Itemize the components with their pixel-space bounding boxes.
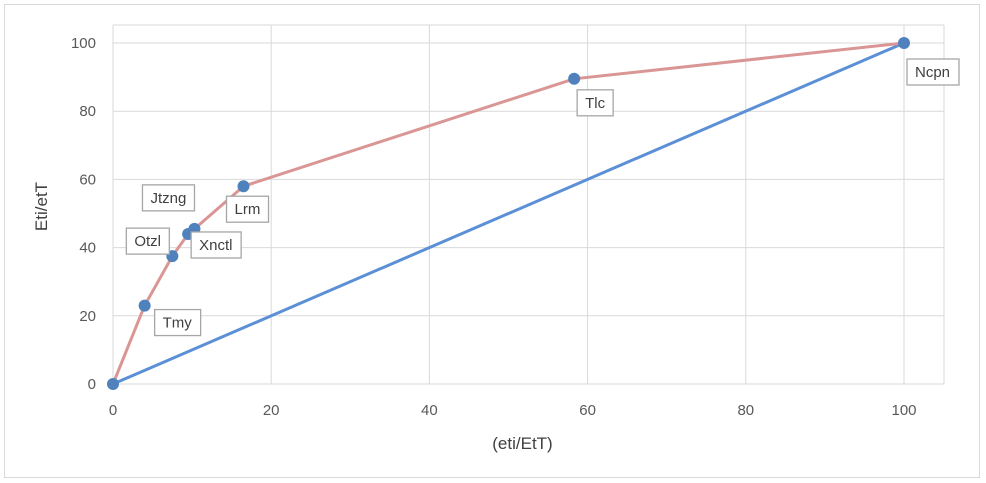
x-tick-label: 80 — [737, 402, 754, 419]
data-label-box — [225, 195, 270, 223]
data-label: Xnctl — [190, 231, 242, 259]
y-tick-label: 80 — [79, 103, 96, 120]
y-tick-label: 100 — [71, 35, 96, 52]
marker-layer — [107, 37, 910, 390]
x-tick-label: 60 — [579, 402, 596, 419]
y-tick-label: 40 — [79, 240, 96, 257]
y-tick-label: 20 — [79, 308, 96, 325]
data-point-marker — [568, 72, 581, 85]
tick-labels: 0 20 40 60 80 100 0 20 40 60 80 100 — [71, 35, 917, 419]
data-label: Otzl — [125, 227, 170, 255]
data-point-marker — [898, 37, 910, 49]
data-point-marker — [138, 299, 151, 312]
x-tick-label: 40 — [421, 402, 438, 419]
data-label: Jtzng — [141, 184, 196, 212]
x-tick-label: 20 — [263, 402, 280, 419]
data-label: Lrm — [225, 195, 270, 223]
point-labels: Tmy Otzl Xnctl Jtzng Lrm Tlc Ncpn — [125, 58, 960, 337]
data-label-text: Tlc — [585, 95, 605, 112]
data-label-text: Otzl — [134, 233, 161, 250]
data-label-box — [906, 58, 960, 86]
x-tick-label: 0 — [109, 402, 117, 419]
data-label-box — [141, 184, 196, 212]
data-label-box — [576, 89, 614, 117]
data-label-box — [190, 231, 242, 259]
x-tick-label: 100 — [891, 402, 916, 419]
data-label-text: Xnctl — [199, 237, 232, 254]
data-label: Tmy — [153, 308, 202, 337]
data-label-box — [125, 227, 170, 255]
data-point-marker — [107, 378, 119, 390]
y-tick-label: 0 — [88, 376, 96, 393]
x-axis-title: (eti/EtT) — [492, 434, 552, 453]
data-label-text: Ncpn — [915, 64, 950, 81]
data-point-marker — [237, 180, 250, 193]
data-label-text: Lrm — [235, 201, 261, 218]
y-tick-label: 60 — [79, 171, 96, 188]
diagonal-reference-line — [111, 41, 906, 386]
y-axis-title: Eti/etT — [32, 182, 51, 231]
data-label-text: Jtzng — [150, 190, 186, 207]
gridlines — [112, 24, 945, 385]
data-label-box — [153, 308, 202, 337]
data-label: Tlc — [576, 89, 614, 117]
data-label-text: Tmy — [163, 315, 193, 332]
data-label: Ncpn — [906, 58, 960, 86]
